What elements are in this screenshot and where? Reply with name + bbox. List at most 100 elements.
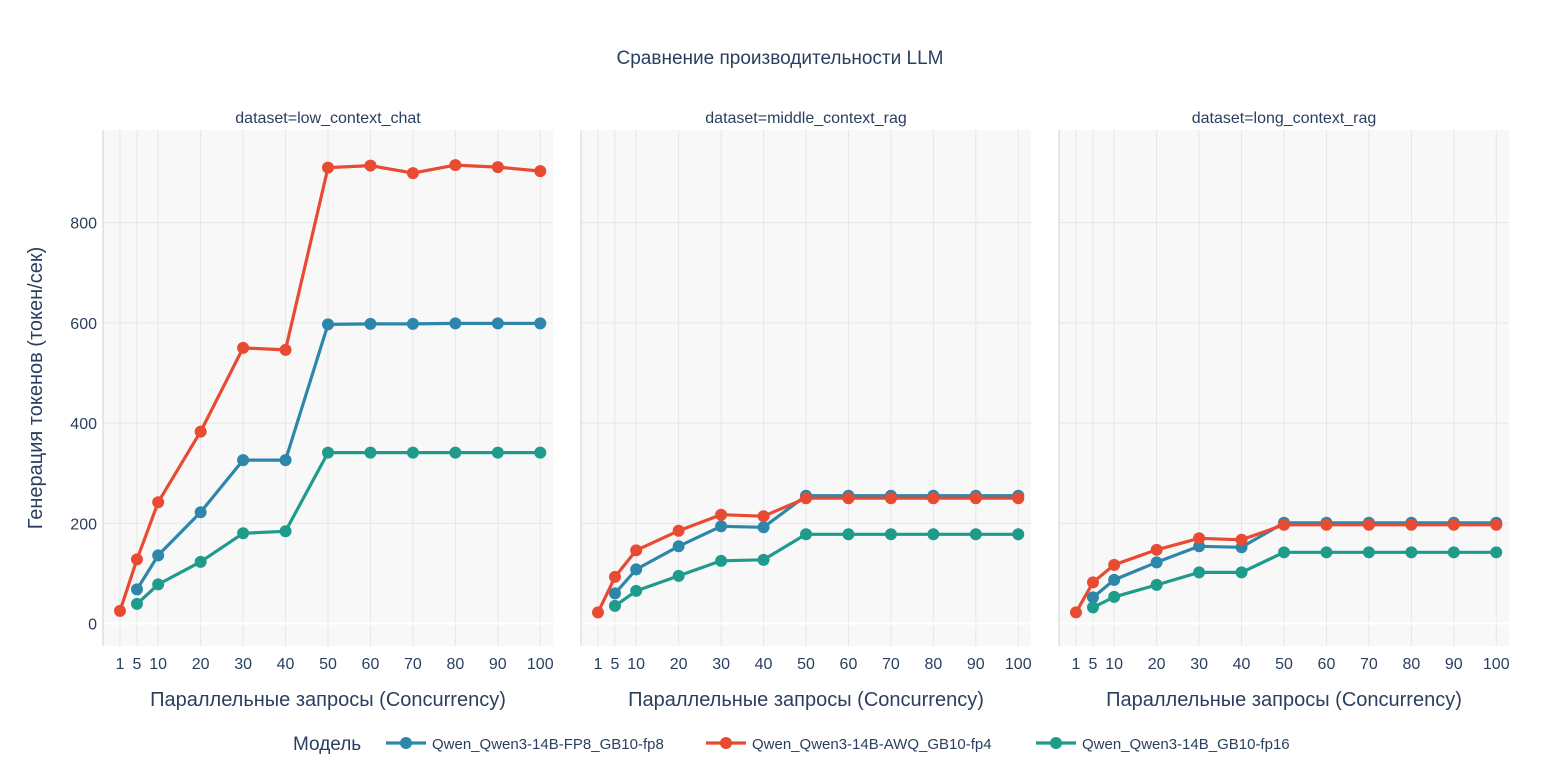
data-point — [449, 317, 462, 330]
x-tick-label: 40 — [277, 656, 295, 673]
data-point — [322, 161, 334, 174]
data-point — [194, 506, 207, 519]
data-point — [1150, 556, 1163, 569]
panel-3: 1 5 10 20 30 40 50 60 70 80 90 100 dataset=long_cont… — [1058, 110, 1510, 711]
data-point — [406, 167, 419, 180]
legend-item: Qwen_Qwen3-14B_GB10-fp16 — [1036, 736, 1290, 753]
y-tick-label: 600 — [70, 316, 97, 333]
x-tick-label: 30 — [1190, 656, 1208, 673]
data-point — [800, 528, 812, 541]
legend-item: Qwen_Qwen3-14B-FP8_GB10-fp8 — [386, 736, 664, 753]
panels-layer: 1 5 10 20 30 40 50 60 70 80 90 1000200400600800data… — [70, 110, 1509, 711]
data-point — [1490, 518, 1503, 531]
x-tick-label: 50 — [1275, 656, 1293, 673]
x-tick-label: 70 — [404, 656, 422, 673]
data-point — [1405, 546, 1418, 559]
data-point — [364, 317, 377, 330]
data-point — [194, 425, 207, 438]
data-point — [1086, 591, 1099, 604]
data-point — [322, 446, 334, 459]
data-point — [608, 599, 621, 612]
data-point — [279, 343, 292, 356]
data-point — [1012, 528, 1025, 541]
legend-title: Модель — [293, 734, 361, 755]
x-tick-label: 100 — [527, 656, 554, 673]
data-point — [364, 446, 377, 459]
chart-title: Сравнение производительности LLM — [617, 48, 944, 69]
data-point — [1320, 518, 1333, 531]
x-tick-label: 60 — [840, 656, 858, 673]
data-point — [608, 587, 621, 600]
x-tick-label: 100 — [1005, 656, 1032, 673]
data-point — [884, 492, 897, 505]
data-point — [927, 528, 940, 541]
data-point — [1069, 606, 1082, 619]
data-point — [491, 161, 504, 174]
data-point — [1362, 518, 1375, 531]
legend-label: Qwen_Qwen3-14B_GB10-fp16 — [1082, 736, 1290, 753]
legend-label: Qwen_Qwen3-14B-FP8_GB10-fp8 — [432, 736, 664, 753]
data-point — [1235, 533, 1248, 546]
data-point — [757, 521, 770, 534]
x-tick-label: 5 — [133, 656, 142, 673]
panel-2: 1 5 10 20 30 40 50 60 70 80 90 100 dataset=middle_co… — [580, 110, 1032, 711]
x-tick-label: 90 — [967, 656, 985, 673]
x-axis-title: Параллельные запросы (Concurrency) — [628, 689, 984, 711]
y-tick-label: 200 — [70, 516, 97, 533]
data-point — [534, 446, 547, 459]
data-point — [152, 578, 165, 591]
data-point — [672, 569, 685, 582]
data-point — [406, 446, 419, 459]
data-point — [130, 553, 143, 566]
data-point — [608, 570, 621, 583]
x-tick-label: 80 — [446, 656, 464, 673]
data-point — [591, 606, 604, 619]
data-point — [152, 496, 165, 509]
subplot-title: dataset=long_context_rag — [1192, 110, 1377, 127]
x-tick-label: 10 — [1105, 656, 1123, 673]
data-point — [194, 555, 207, 568]
data-point — [927, 492, 940, 505]
legend-swatch-marker — [720, 737, 732, 749]
x-tick-label: 90 — [1445, 656, 1463, 673]
data-point — [842, 492, 855, 505]
data-point — [1447, 546, 1460, 559]
x-tick-label: 60 — [1318, 656, 1336, 673]
legend-swatch-marker — [1050, 737, 1062, 749]
panel-1: 1 5 10 20 30 40 50 60 70 80 90 100 0 200 400 600 800 data… — [70, 110, 553, 711]
y-tick-label: 800 — [70, 216, 97, 233]
x-tick-label: 80 — [1402, 656, 1420, 673]
x-axis-title: Параллельные запросы (Concurrency) — [150, 689, 506, 711]
data-point — [1447, 518, 1460, 531]
x-tick-label: 50 — [319, 656, 337, 673]
data-point — [672, 540, 685, 553]
data-point — [1193, 532, 1206, 545]
x-tick-label: 1 — [1072, 656, 1081, 673]
x-tick-label: 40 — [1233, 656, 1251, 673]
data-point — [406, 317, 419, 330]
x-tick-label: 70 — [882, 656, 900, 673]
x-tick-label: 1 — [594, 656, 603, 673]
data-point — [1108, 590, 1121, 603]
data-point — [1405, 518, 1418, 531]
data-point — [715, 520, 728, 533]
data-point — [630, 584, 643, 597]
x-tick-label: 10 — [627, 656, 645, 673]
data-point — [1362, 546, 1375, 559]
legend-swatch-marker — [400, 737, 412, 749]
series-line — [118, 163, 541, 612]
x-axis-title: Параллельные запросы (Concurrency) — [1106, 689, 1462, 711]
data-point — [1108, 558, 1121, 571]
x-tick-label: 100 — [1483, 656, 1510, 673]
data-point — [1108, 573, 1121, 586]
data-point — [130, 597, 143, 610]
x-tick-label: 5 — [611, 656, 620, 673]
data-point — [1320, 546, 1333, 559]
x-tick-label: 90 — [489, 656, 507, 673]
subplot-title: dataset=middle_context_rag — [705, 110, 906, 127]
data-point — [884, 528, 897, 541]
x-tick-label: 5 — [1089, 656, 1098, 673]
data-point — [152, 549, 165, 562]
data-point — [1086, 576, 1099, 589]
